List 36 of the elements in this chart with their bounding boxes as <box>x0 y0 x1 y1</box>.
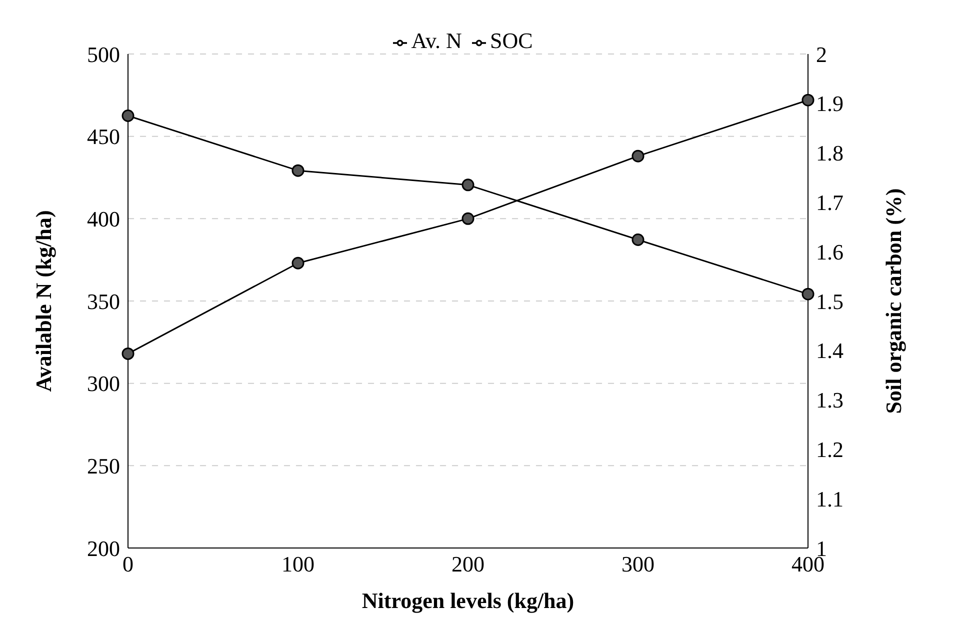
y2-tick-label: 1.3 <box>816 388 844 413</box>
y-tick-label: 250 <box>87 453 120 478</box>
y-axis-title: Available N (kg/ha) <box>30 210 56 392</box>
x-axis-title: Nitrogen levels (kg/ha) <box>362 588 574 613</box>
point <box>632 150 644 162</box>
x-tick-label: 300 <box>622 552 654 577</box>
point <box>122 347 134 360</box>
y-tick-label: 500 <box>87 42 120 67</box>
point <box>462 178 474 192</box>
y-tick-label: 350 <box>87 288 120 314</box>
y2-tick-label: 1.2 <box>816 437 844 462</box>
legend-label: Av. N <box>411 28 462 53</box>
y-tick-label: 300 <box>87 371 120 396</box>
y-tick-label: 200 <box>87 536 120 561</box>
point <box>462 212 474 225</box>
point <box>802 94 814 106</box>
y-tick-label: 450 <box>87 124 120 150</box>
point <box>122 110 134 122</box>
point <box>292 256 304 270</box>
y2-axis-title: Soil organic carbon (%) <box>880 188 906 414</box>
x-tick-label: 200 <box>452 552 484 577</box>
point <box>632 233 644 246</box>
point <box>802 288 814 300</box>
y2-tick-label: 1.4 <box>816 338 844 364</box>
y2-tick-label: 1.7 <box>816 190 844 216</box>
y2-tick-label: 1.8 <box>816 140 844 166</box>
x-tick-label: 0 <box>122 552 134 577</box>
y2-tick-label: 2 <box>816 42 827 67</box>
y2-tick-label: 1.5 <box>816 288 844 314</box>
point <box>292 164 304 177</box>
y2-tick-label: 1.9 <box>816 91 844 116</box>
y2-tick-label: 1.1 <box>816 486 844 512</box>
y-tick-label: 400 <box>87 206 120 232</box>
legend-label: SOC <box>490 28 533 53</box>
x-tick-label: 100 <box>282 552 314 577</box>
y2-tick-label: 1.6 <box>816 239 844 264</box>
